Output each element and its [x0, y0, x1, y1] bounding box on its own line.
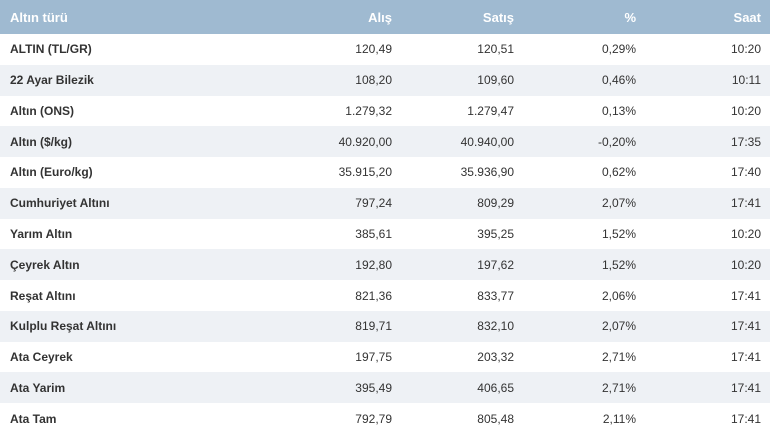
- table-row: Reşat Altını 821,36 833,77 2,06% 17:41: [0, 280, 770, 311]
- table-row: Ata Tam 792,79 805,48 2,11% 17:41: [0, 403, 770, 434]
- table-cell: 0,13%: [601, 103, 636, 118]
- table-cell: 1,52%: [601, 226, 636, 241]
- table-cell: 17:41: [730, 380, 761, 395]
- table-cell: 40.940,00: [460, 134, 514, 149]
- table-cell: 821,36: [355, 288, 392, 303]
- table-cell: 192,80: [355, 257, 392, 272]
- gold-type: Altın (ONS): [10, 103, 74, 118]
- table-cell: 2,07%: [601, 196, 636, 211]
- header-cell: Altın türü: [10, 9, 68, 25]
- table-cell: 10:11: [731, 73, 761, 88]
- table-cell: 203,32: [477, 350, 514, 365]
- header-cell: Satış: [482, 9, 514, 25]
- table-header: Altın türü Alış Satış % Saat: [0, 0, 770, 34]
- table-cell: 35.936,90: [460, 165, 514, 180]
- table-cell: 406,65: [477, 380, 514, 395]
- header-cell: Alış: [368, 9, 392, 25]
- table-cell: 10:20: [730, 226, 761, 241]
- gold-type: Altın (Euro/kg): [10, 165, 93, 180]
- gold-type: 22 Ayar Bilezik: [10, 73, 94, 88]
- table-cell: 395,25: [477, 226, 514, 241]
- table-cell: 0,62%: [601, 165, 636, 180]
- table-cell: 819,71: [355, 319, 392, 334]
- gold-type: Kulplu Reşat Altını: [10, 319, 117, 334]
- table-cell: 40.920,00: [338, 134, 392, 149]
- table-row: 22 Ayar Bilezik 108,20 109,60 0,46% 10:11: [0, 64, 770, 96]
- table-cell: 10:20: [730, 42, 761, 57]
- table-row: Çeyrek Altın 192,80 197,62 1,52% 10:20: [0, 249, 770, 281]
- table-cell: 35.915,20: [338, 165, 392, 180]
- table-row: Ata Yarim 395,49 406,65 2,71% 17:41: [0, 372, 770, 404]
- table-cell: 792,79: [355, 411, 392, 426]
- table-cell: 2,06%: [601, 288, 636, 303]
- table-cell: 1.279,32: [345, 103, 392, 118]
- table-cell: 797,24: [355, 196, 392, 211]
- table-cell: 109,60: [477, 73, 514, 88]
- header-cell: %: [624, 9, 636, 25]
- table-cell: 1,52%: [601, 257, 636, 272]
- gold-type: Çeyrek Altın: [10, 257, 80, 272]
- table-cell: 0,46%: [601, 73, 636, 88]
- table-cell: 809,29: [477, 196, 514, 211]
- gold-type: Yarım Altın: [10, 226, 73, 241]
- table-row: Ata Ceyrek 197,75 203,32 2,71% 17:41: [0, 342, 770, 373]
- table-row: Altın (ONS) 1.279,32 1.279,47 0,13% 10:20: [0, 96, 770, 127]
- table-cell: 2,07%: [601, 319, 636, 334]
- table-cell: 120,49: [355, 42, 392, 57]
- table-cell: 2,11%: [602, 411, 636, 426]
- table-cell: 17:41: [730, 319, 761, 334]
- table-cell: 833,77: [477, 288, 514, 303]
- table-cell: 385,61: [355, 226, 392, 241]
- gold-type: Reşat Altını: [10, 288, 76, 303]
- gold-type: ALTIN (TL/GR): [10, 42, 92, 57]
- header-cell: Saat: [733, 9, 761, 25]
- table-cell: 395,49: [355, 380, 392, 395]
- table-cell: 197,62: [477, 257, 514, 272]
- table-cell: 17:41: [730, 411, 761, 426]
- gold-type: Ata Ceyrek: [10, 350, 73, 365]
- table-cell: 17:40: [730, 165, 761, 180]
- gold-type: Cumhuriyet Altını: [10, 196, 110, 211]
- table-cell: 2,71%: [601, 380, 636, 395]
- table-cell: 197,75: [355, 350, 392, 365]
- table-row: Cumhuriyet Altını 797,24 809,29 2,07% 17:41: [0, 187, 770, 219]
- table-cell: 805,48: [477, 411, 514, 426]
- table-row: Altın (Euro/kg) 35.915,20 35.936,90 0,62% 17…: [0, 157, 770, 188]
- gold-type: Altın ($/kg): [10, 134, 72, 149]
- table-row: Yarım Altın 385,61 395,25 1,52% 10:20: [0, 219, 770, 250]
- table-cell: 0,29%: [601, 42, 636, 57]
- table-cell: 1.279,47: [467, 103, 514, 118]
- table-row: Kulplu Reşat Altını 819,71 832,10 2,07% 17:4…: [0, 310, 770, 342]
- gold-type: Ata Tam: [10, 411, 57, 426]
- table-cell: 10:20: [730, 103, 761, 118]
- table-cell: 17:35: [730, 134, 761, 149]
- gold-type: Ata Yarim: [10, 380, 66, 395]
- table-cell: 120,51: [477, 42, 514, 57]
- table-cell: 10:20: [730, 257, 761, 272]
- table-cell: 108,20: [355, 73, 392, 88]
- table-cell: 17:41: [730, 350, 761, 365]
- table-cell: 17:41: [730, 196, 761, 211]
- table-cell: 2,71%: [601, 350, 636, 365]
- table-cell: 17:41: [730, 288, 761, 303]
- table-row: ALTIN (TL/GR) 120,49 120,51 0,29% 10:20: [0, 34, 770, 65]
- table-cell: -0,20%: [597, 134, 636, 149]
- table-cell: 832,10: [477, 319, 514, 334]
- table-row: Altın ($/kg) 40.920,00 40.940,00 -0,20% 17:3…: [0, 126, 770, 158]
